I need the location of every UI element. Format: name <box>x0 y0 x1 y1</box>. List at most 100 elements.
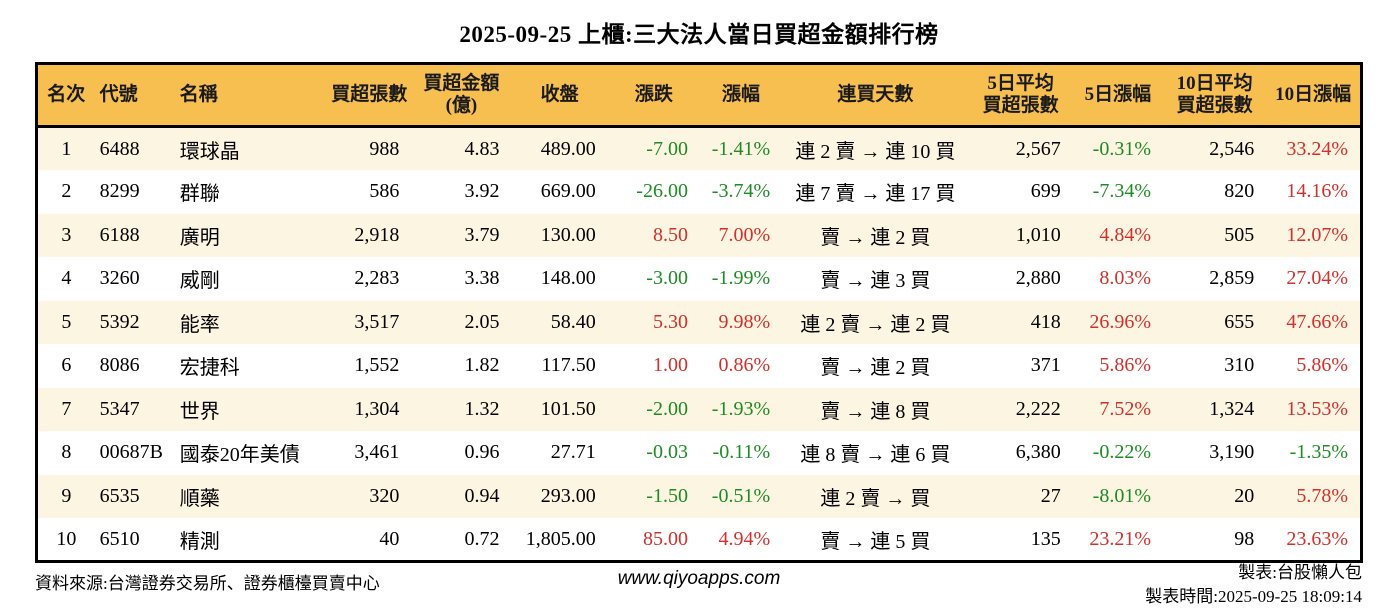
stock-row: 10 6510 精測 40 0.72 1,805.00 85.00 4.94% 賣 → 連 5 … <box>36 518 1362 562</box>
cell-pct10: 14.16% <box>1286 180 1348 203</box>
cell-avg5: 371 <box>1030 354 1061 377</box>
cell-name: 宏捷科 <box>179 357 240 380</box>
cell-rank: 7 <box>61 397 72 420</box>
cell-name: 廣明 <box>179 226 220 249</box>
page-title: 2025-09-25 上櫃:三大法人當日買超金額排行榜 <box>459 22 939 47</box>
cell-streak: 賣 → 連 2 買 <box>820 357 931 380</box>
cell-buy_amt: 3.79 <box>464 223 500 246</box>
made-by-label: 製表:台股懶人包 <box>1238 563 1362 582</box>
stock-row: 3 6188 廣明 2,918 3.79 130.00 8.50 7.00% 賣 → 連 2 買… <box>36 213 1362 257</box>
cell-streak: 賣 → 連 2 買 <box>820 226 931 249</box>
cell-pct10: -1.35% <box>1289 441 1348 464</box>
cell-pct10: 23.63% <box>1286 527 1348 550</box>
cell-buy_vol: 320 <box>369 484 400 507</box>
cell-buy_vol: 3,461 <box>354 441 400 464</box>
cell-avg10: 820 <box>1224 180 1255 203</box>
cell-buy_vol: 2,283 <box>354 267 400 290</box>
cell-change: -3.00 <box>646 267 688 290</box>
col-header-close: 收盤 <box>540 84 579 106</box>
table-header-row: 名次 代號 名稱 買超張數 買超金額 (億) 收盤 漲跌 漲幅 連買天數 5日平均 買超張數 5日漲幅 1… <box>36 63 1362 127</box>
stock-row: 6 8086 宏捷科 1,552 1.82 117.50 1.00 0.86% 賣 → 連 2 … <box>36 344 1362 388</box>
cell-streak: 賣 → 連 3 買 <box>820 270 931 293</box>
cell-name: 世界 <box>179 400 220 423</box>
cell-avg10: 2,859 <box>1209 267 1255 290</box>
cell-close: 1,805.00 <box>525 527 596 550</box>
cell-pct5: -0.22% <box>1092 441 1151 464</box>
col-header-avg10: 10日平均 買超張數 <box>1176 73 1253 116</box>
cell-rank: 3 <box>61 223 72 246</box>
cell-rank: 9 <box>61 484 72 507</box>
cell-code: 6535 <box>99 484 140 507</box>
cell-avg10: 20 <box>1234 484 1255 507</box>
cell-close: 58.40 <box>550 310 596 333</box>
cell-streak: 賣 → 連 8 買 <box>820 400 931 423</box>
cell-change: 1.00 <box>652 354 688 377</box>
cell-streak: 連 2 賣 → 連 10 買 <box>795 140 956 163</box>
cell-buy_amt: 1.82 <box>464 354 500 377</box>
cell-change: 5.30 <box>652 310 688 333</box>
cell-pct5: 23.21% <box>1089 527 1151 550</box>
cell-change_pct: 9.98% <box>718 310 771 333</box>
cell-name: 能率 <box>179 313 220 336</box>
cell-change: 8.50 <box>652 223 688 246</box>
cell-code: 6510 <box>99 527 140 550</box>
cell-code: 5392 <box>99 310 140 333</box>
cell-rank: 6 <box>61 354 72 377</box>
col-header-pct5: 5日漲幅 <box>1084 84 1152 106</box>
cell-change_pct: -1.99% <box>711 267 771 290</box>
cell-avg10: 2,546 <box>1209 137 1255 160</box>
cell-avg5: 2,880 <box>1015 267 1061 290</box>
cell-close: 117.50 <box>541 354 596 377</box>
stock-row: 1 6488 環球晶 988 4.83 489.00 -7.00 -1.41% 連 2 賣 → … <box>36 126 1362 170</box>
cell-rank: 4 <box>61 267 72 290</box>
cell-avg10: 1,324 <box>1209 397 1255 420</box>
col-header-change: 漲跌 <box>634 84 673 106</box>
cell-avg5: 27 <box>1040 484 1061 507</box>
cell-streak: 連 2 賣 → 連 2 買 <box>800 313 951 336</box>
cell-close: 148.00 <box>540 267 596 290</box>
cell-streak: 連 8 賣 → 連 6 買 <box>800 444 951 467</box>
cell-code: 3260 <box>99 267 140 290</box>
cell-change_pct: -0.51% <box>711 484 771 507</box>
table-body: 1 6488 環球晶 988 4.83 489.00 -7.00 -1.41% 連 2 賣 → … <box>36 126 1362 562</box>
col-header-streak: 連買天數 <box>837 84 914 106</box>
cell-avg5: 418 <box>1030 310 1061 333</box>
cell-name: 威剛 <box>179 270 220 293</box>
cell-pct5: -7.34% <box>1092 180 1151 203</box>
cell-avg10: 505 <box>1224 223 1255 246</box>
col-header-buy_amt: 買超金額 (億) <box>423 73 500 116</box>
cell-buy_amt: 2.05 <box>464 310 500 333</box>
cell-change: -7.00 <box>646 137 688 160</box>
col-header-pct10: 10日漲幅 <box>1275 84 1352 106</box>
stock-row: 4 3260 威剛 2,283 3.38 148.00 -3.00 -1.99% 賣 → 連 3… <box>36 257 1362 301</box>
cell-name: 精測 <box>179 530 220 553</box>
cell-change_pct: -1.93% <box>711 397 771 420</box>
cell-pct10: 5.86% <box>1296 354 1348 377</box>
cell-change_pct: -3.74% <box>711 180 771 203</box>
website-url: www.qiyoapps.com <box>617 568 781 589</box>
cell-change: 85.00 <box>642 527 688 550</box>
cell-streak: 賣 → 連 5 買 <box>820 530 931 553</box>
cell-pct5: 4.84% <box>1099 223 1151 246</box>
cell-buy_amt: 0.72 <box>464 527 500 550</box>
cell-pct10: 12.07% <box>1286 223 1348 246</box>
cell-avg10: 3,190 <box>1209 441 1255 464</box>
cell-buy_vol: 40 <box>379 527 400 550</box>
cell-avg5: 2,567 <box>1015 137 1061 160</box>
cell-rank: 2 <box>61 180 72 203</box>
cell-code: 8086 <box>99 354 140 377</box>
col-header-code: 代號 <box>99 84 138 106</box>
cell-avg5: 6,380 <box>1015 441 1061 464</box>
cell-avg5: 135 <box>1030 527 1061 550</box>
cell-buy_amt: 3.92 <box>464 180 500 203</box>
cell-buy_amt: 0.96 <box>464 441 500 464</box>
cell-name: 環球晶 <box>179 140 240 163</box>
cell-code: 00687B <box>99 441 163 464</box>
cell-pct10: 47.66% <box>1286 310 1348 333</box>
ranking-table: 名次 代號 名稱 買超張數 買超金額 (億) 收盤 漲跌 漲幅 連買天數 5日平均 買超張數 5日漲幅 1… <box>35 62 1363 563</box>
cell-pct10: 27.04% <box>1286 267 1348 290</box>
cell-avg10: 310 <box>1224 354 1255 377</box>
cell-streak: 連 7 賣 → 連 17 買 <box>795 183 956 206</box>
cell-pct5: -8.01% <box>1092 484 1151 507</box>
